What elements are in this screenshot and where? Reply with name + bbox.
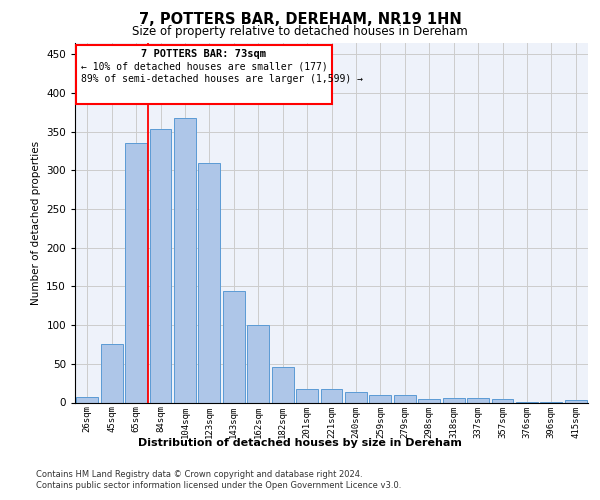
FancyBboxPatch shape <box>76 45 331 104</box>
Text: 89% of semi-detached houses are larger (1,599) →: 89% of semi-detached houses are larger (… <box>81 74 363 84</box>
Text: Distribution of detached houses by size in Dereham: Distribution of detached houses by size … <box>138 438 462 448</box>
Y-axis label: Number of detached properties: Number of detached properties <box>31 140 41 304</box>
Bar <box>418 400 440 402</box>
Text: Contains public sector information licensed under the Open Government Licence v3: Contains public sector information licen… <box>36 481 401 490</box>
Bar <box>199 162 220 402</box>
Bar <box>345 392 367 402</box>
Bar <box>296 388 318 402</box>
Bar <box>247 325 269 402</box>
Text: ← 10% of detached houses are smaller (177): ← 10% of detached houses are smaller (17… <box>81 62 328 72</box>
Bar <box>272 367 293 402</box>
Text: Contains HM Land Registry data © Crown copyright and database right 2024.: Contains HM Land Registry data © Crown c… <box>36 470 362 479</box>
Text: 7 POTTERS BAR: 73sqm: 7 POTTERS BAR: 73sqm <box>142 48 266 58</box>
Bar <box>320 388 343 402</box>
Bar <box>174 118 196 403</box>
Bar <box>101 344 122 403</box>
Text: Size of property relative to detached houses in Dereham: Size of property relative to detached ho… <box>132 25 468 38</box>
Bar <box>76 397 98 402</box>
Bar <box>370 395 391 402</box>
Text: 7, POTTERS BAR, DEREHAM, NR19 1HN: 7, POTTERS BAR, DEREHAM, NR19 1HN <box>139 12 461 28</box>
Bar <box>443 398 464 402</box>
Bar <box>149 129 172 402</box>
Bar <box>223 291 245 403</box>
Bar <box>565 400 587 402</box>
Bar <box>491 400 514 402</box>
Bar <box>125 143 147 403</box>
Bar <box>394 395 416 402</box>
Bar <box>467 398 489 402</box>
